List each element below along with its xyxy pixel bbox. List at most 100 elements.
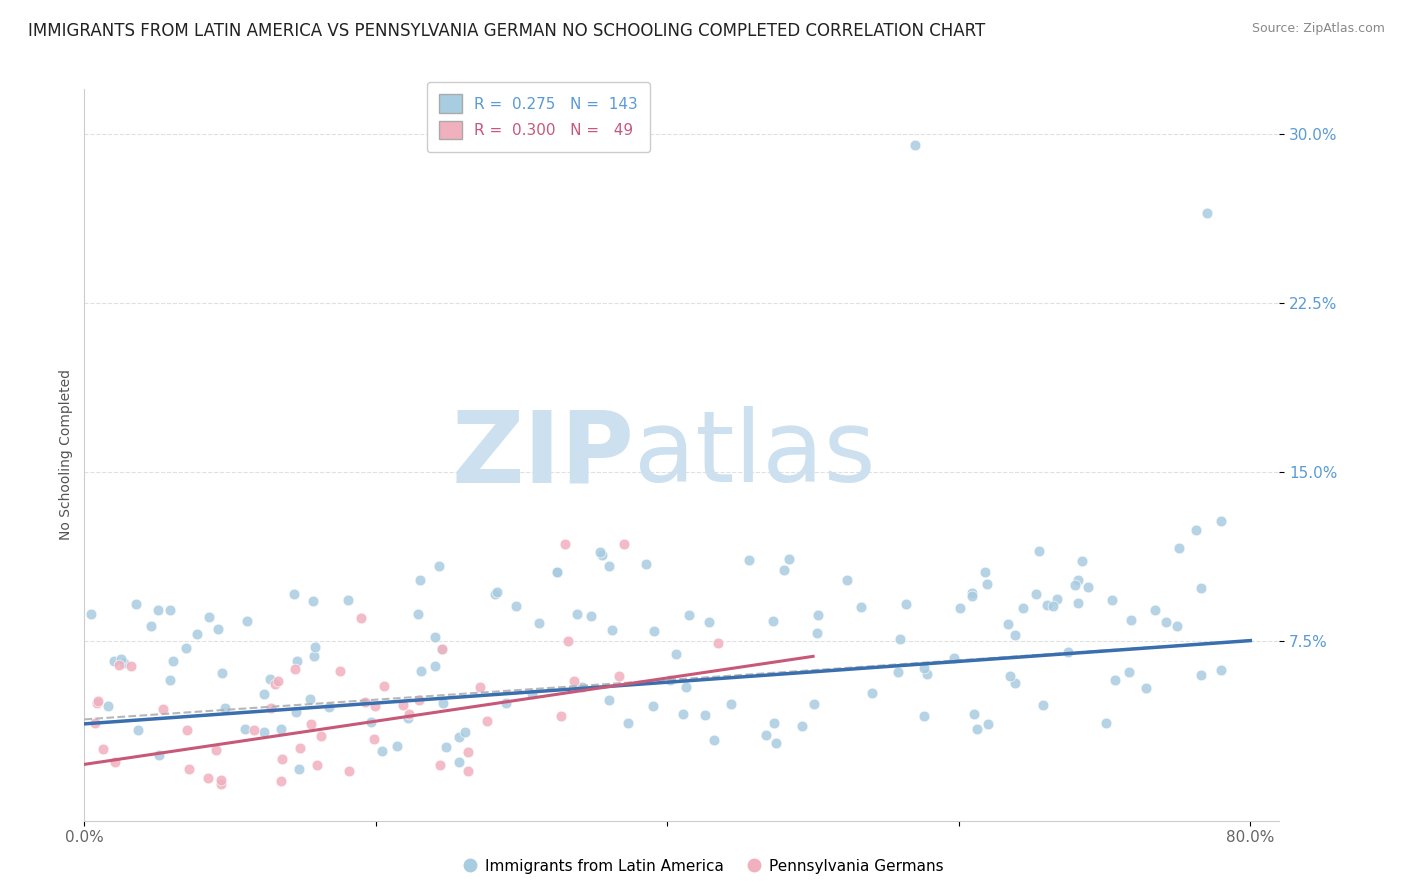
Point [209,773,232,788]
Point [1168,541,1191,555]
Point [665,647,688,661]
Point [565,607,588,621]
Point [97,698,120,713]
Point [976,577,998,591]
Point [120,658,142,673]
Point [432,697,454,711]
Point [396,710,419,724]
Point [373,679,395,693]
Point [141,619,163,633]
Point [765,736,787,750]
Point [807,607,830,622]
Point [299,717,322,731]
Point [429,758,451,772]
Point [1004,628,1026,642]
Point [641,699,664,714]
Point [86,696,108,710]
Point [762,614,785,628]
Point [148,747,170,762]
Point [755,728,778,742]
Point [104,756,127,770]
Point [1211,514,1233,528]
Point [329,664,352,678]
Point [1189,668,1212,682]
Point [889,632,911,646]
Point [423,659,446,673]
Point [505,599,527,613]
Point [707,636,730,650]
Point [159,673,181,688]
Point [997,616,1019,631]
Point [1154,615,1177,629]
Point [432,641,454,656]
Point [960,589,983,603]
Point [915,667,938,681]
Point [773,563,796,577]
Text: Source: ZipAtlas.com: Source: ZipAtlas.com [1251,22,1385,36]
Point [305,757,328,772]
Point [309,729,332,743]
Legend: Immigrants from Latin America, Pennsylvania Germans: Immigrants from Latin America, Pennsylva… [456,853,950,880]
Point [430,642,453,657]
Point [270,722,292,736]
Point [703,733,725,747]
Point [600,623,623,637]
Point [84,716,107,731]
Point [695,707,717,722]
Point [849,599,872,614]
Point [904,138,927,153]
Point [1166,619,1188,633]
Point [860,686,883,700]
Point [678,608,700,623]
Point [107,658,129,673]
Point [554,537,576,551]
Point [1095,715,1118,730]
Point [243,723,266,737]
Point [579,609,602,624]
Point [447,731,470,745]
Point [392,698,415,712]
Point [423,630,446,644]
Point [270,774,292,789]
Point [1028,544,1050,558]
Point [477,714,499,728]
Point [152,702,174,716]
Point [803,698,825,712]
Point [214,701,236,715]
Point [1118,665,1140,679]
Point [260,700,283,714]
Point [613,537,636,551]
Point [336,593,359,607]
Point [285,654,308,668]
Point [177,762,200,776]
Point [912,661,935,675]
Point [127,723,149,738]
Point [644,624,666,638]
Point [591,548,613,562]
Point [1012,600,1035,615]
Point [1121,613,1143,627]
Point [636,558,658,572]
Point [697,615,720,629]
Point [398,706,420,721]
Point [267,673,290,688]
Point [408,574,430,588]
Point [209,777,232,791]
Point [1189,582,1212,596]
Point [1195,206,1218,220]
Point [1064,577,1087,591]
Point [1067,596,1090,610]
Point [675,681,697,695]
Point [87,693,110,707]
Point [837,573,859,587]
Point [562,673,585,688]
Point [110,652,132,666]
Point [1036,598,1059,612]
Point [263,677,285,691]
Point [720,697,742,711]
Point [233,722,256,736]
Point [598,693,620,707]
Legend: R =  0.275   N =  143, R =  0.300   N =   49: R = 0.275 N = 143, R = 0.300 N = 49 [427,82,650,152]
Point [672,707,695,722]
Point [259,673,281,687]
